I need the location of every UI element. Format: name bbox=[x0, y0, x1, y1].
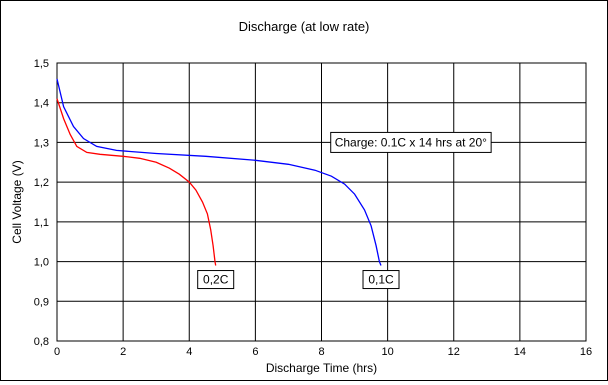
y-tick-label: 0,8 bbox=[34, 336, 49, 348]
series-line-1 bbox=[56, 78, 382, 266]
series-label-1: 0,1C bbox=[368, 273, 394, 287]
series-label-0: 0,2C bbox=[203, 273, 229, 287]
x-tick-label: 12 bbox=[448, 346, 460, 358]
y-tick-label: 1,1 bbox=[34, 217, 49, 229]
y-tick-label: 1,5 bbox=[34, 58, 49, 70]
x-tick-label: 4 bbox=[186, 346, 192, 358]
series-line-0 bbox=[56, 98, 217, 266]
y-tick-label: 1,2 bbox=[34, 177, 49, 189]
charge-annotation: Charge: 0.1C x 14 hrs at 20° bbox=[335, 135, 487, 149]
charge-annotation-box bbox=[330, 131, 492, 153]
y-tick-label: 1,0 bbox=[34, 257, 49, 269]
y-tick-label: 1,4 bbox=[34, 98, 49, 110]
series-label-box-1 bbox=[362, 270, 400, 290]
x-axis-label: Discharge Time (hrs) bbox=[266, 361, 377, 375]
x-tick-label: 14 bbox=[514, 346, 526, 358]
plot-area: 0 2 4 6 8 10 12 14 16 0,8 0,9 1,0 1,1 1,2 1,3 1,4 1,5 0,2… bbox=[34, 58, 592, 358]
plot-frame bbox=[56, 62, 587, 342]
x-tick-label: 0 bbox=[54, 346, 60, 358]
chart-title: Discharge (at low rate) bbox=[239, 19, 370, 34]
x-tick-label: 10 bbox=[382, 346, 394, 358]
x-tick-label: 2 bbox=[120, 346, 126, 358]
series-label-box-0 bbox=[197, 270, 235, 290]
x-tick-label: 6 bbox=[252, 346, 258, 358]
y-axis-label: Cell Voltage (V) bbox=[10, 160, 24, 243]
y-tick-label: 1,3 bbox=[34, 137, 49, 149]
x-tick-label: 16 bbox=[580, 346, 592, 358]
x-tick-label: 8 bbox=[318, 346, 324, 358]
y-tick-label: 0,9 bbox=[34, 296, 49, 308]
